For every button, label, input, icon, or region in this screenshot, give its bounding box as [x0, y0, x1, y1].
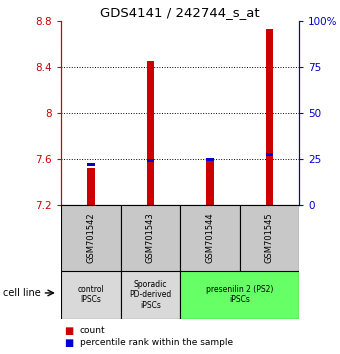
- Bar: [147, 159, 154, 162]
- Bar: [87, 163, 95, 166]
- Text: GSM701544: GSM701544: [205, 213, 215, 263]
- Text: GSM701543: GSM701543: [146, 213, 155, 263]
- Text: control
IPSCs: control IPSCs: [78, 285, 104, 304]
- Text: Sporadic
PD-derived
iPSCs: Sporadic PD-derived iPSCs: [129, 280, 172, 310]
- Text: GSM701542: GSM701542: [86, 213, 96, 263]
- Text: ■: ■: [65, 338, 74, 348]
- Bar: [240, 205, 299, 271]
- Bar: [61, 205, 121, 271]
- Bar: [206, 160, 214, 205]
- Bar: [180, 271, 299, 319]
- Bar: [121, 205, 180, 271]
- Text: cell line: cell line: [3, 288, 41, 298]
- Text: count: count: [80, 326, 105, 336]
- Text: ■: ■: [65, 326, 74, 336]
- Title: GDS4141 / 242744_s_at: GDS4141 / 242744_s_at: [100, 6, 260, 19]
- Bar: [266, 154, 273, 156]
- Text: percentile rank within the sample: percentile rank within the sample: [80, 338, 233, 347]
- Bar: [147, 61, 154, 205]
- Text: GSM701545: GSM701545: [265, 213, 274, 263]
- Text: presenilin 2 (PS2)
iPSCs: presenilin 2 (PS2) iPSCs: [206, 285, 273, 304]
- Bar: [206, 158, 214, 161]
- Bar: [121, 271, 180, 319]
- Bar: [180, 205, 240, 271]
- Bar: [61, 271, 121, 319]
- Bar: [87, 168, 95, 205]
- Bar: [266, 29, 273, 205]
